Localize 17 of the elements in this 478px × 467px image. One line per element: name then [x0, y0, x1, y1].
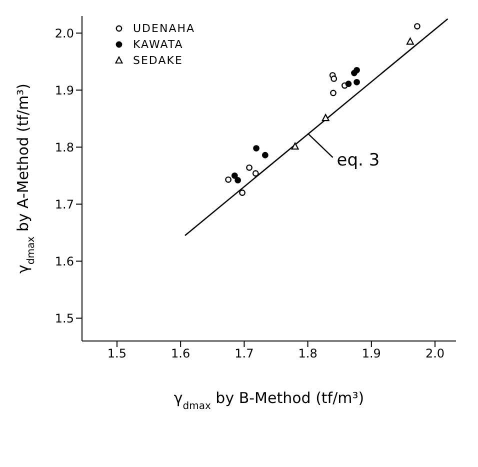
- x-tick-label: 1.7: [234, 346, 254, 361]
- annotation: eq. 3: [336, 150, 380, 170]
- y-tick-label: 1.5: [54, 311, 74, 326]
- y-tick-label: 1.7: [54, 197, 74, 212]
- legend-label: UDENAHA: [133, 22, 196, 34]
- x-tick-label: 1.8: [298, 346, 318, 361]
- y-tick-label: 1.9: [54, 83, 74, 98]
- y-tick-label: 1.6: [54, 254, 74, 268]
- x-tick-label: 1.5: [107, 346, 127, 361]
- y-tick-label: 1.8: [54, 140, 74, 154]
- x-axis-title: γ$_{dmax}$ by B-Method (tf/m³): [174, 389, 364, 412]
- x-tick-label: 1.6: [171, 346, 190, 361]
- x-tick-label: 1.9: [362, 346, 381, 361]
- legend-label: SEDAKE: [133, 54, 183, 66]
- y-tick-label: 2.0: [54, 26, 74, 40]
- legend-label: KAWATA: [133, 38, 184, 50]
- x-tick-label: 2.0: [425, 346, 445, 361]
